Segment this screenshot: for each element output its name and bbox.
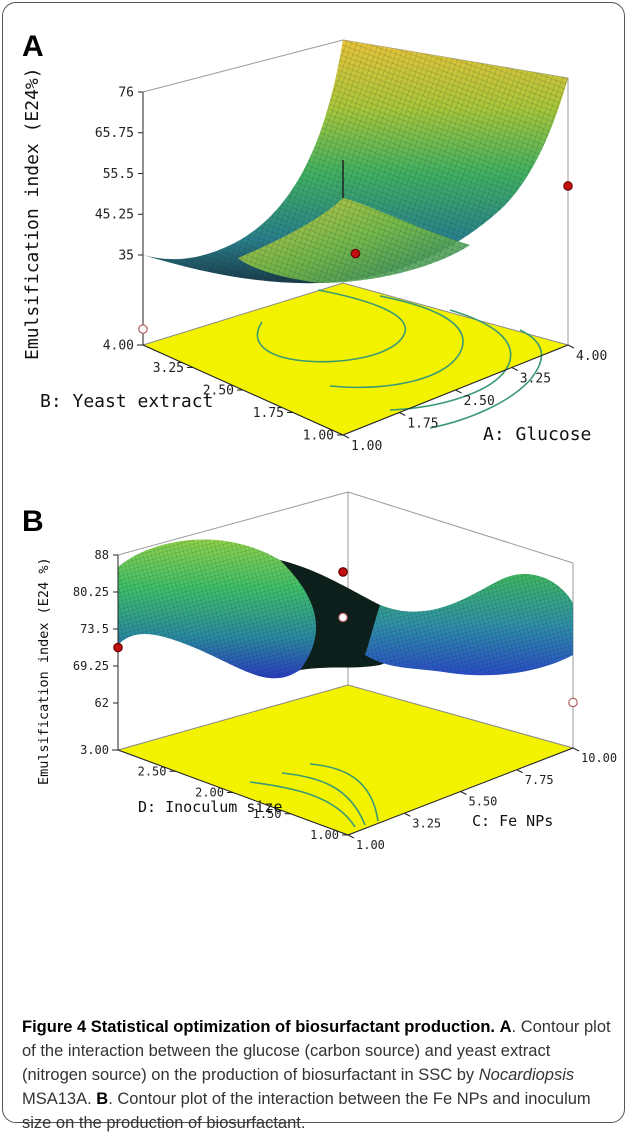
chart-a-points: [138, 181, 573, 334]
chart-b-ztick-label: 88: [95, 548, 109, 562]
chart-b-ylabel: D: Inoculum size: [138, 798, 283, 816]
chart-a-contours: [256, 289, 543, 429]
chart-b-zlabel: Emulsification index (E24 %): [36, 557, 52, 785]
chart-a-ticks: 76 65.75 55.5 45.25 35 1.00 1.75 2.50 3.25 4.00 1.…: [95, 85, 607, 454]
chart-a-xtick: [511, 367, 518, 371]
chart-b-ztick-label: 73.5: [80, 622, 109, 636]
figure-caption: Figure 4 Statistical optimization of bio…: [22, 1015, 612, 1135]
chart-b-ytick-label: 2.50: [138, 764, 167, 778]
caption-a-text-1: . Contour plot of the interaction betwee…: [22, 1018, 611, 1084]
chart-b-xtick-label: 3.25: [412, 816, 441, 830]
chart-b-xtick: [572, 747, 580, 752]
caption-a-text-2: MSA13A.: [22, 1090, 97, 1108]
chart-b-xtick-label: 10.00: [581, 751, 617, 765]
chart-b-xtick: [516, 769, 523, 774]
chart-a-ytick-label: 1.75: [253, 406, 284, 421]
chart-b-design-point: [338, 612, 348, 623]
chart-a-ytick-label: 3.25: [153, 361, 184, 376]
chart-b-ytick-label: 2.00: [195, 786, 224, 800]
chart-a-xtick: [399, 412, 406, 416]
chart-b-xtick-label: 7.75: [525, 773, 554, 787]
chart-a-ytick-label: 1.00: [303, 428, 334, 443]
chart-b-ytick-label: 3.00: [80, 743, 109, 757]
chart-a-ztick-label: 65.75: [95, 126, 134, 141]
chart-b-ztick-label: 69.25: [73, 659, 109, 673]
chart-b-ztick-label: 62: [95, 696, 109, 710]
chart-a-ztick-label: 45.25: [95, 208, 134, 223]
chart-b-contours: [249, 763, 379, 828]
chart-b-xtick: [460, 791, 467, 795]
caption-title: Figure 4 Statistical optimization of bio…: [22, 1018, 496, 1036]
caption-a-tag: A: [499, 1018, 512, 1036]
chart-a-xtick-label: 2.50: [464, 394, 495, 409]
chart-a-xtick: [455, 389, 462, 394]
figure-frame: [2, 2, 625, 1123]
chart-b-design-point: [568, 697, 578, 708]
panel-b-label: B: [22, 505, 44, 538]
chart-a-xlabel: A: Glucose: [483, 424, 591, 445]
chart-a-design-point: [350, 248, 361, 259]
panel-a-label: A: [22, 30, 44, 63]
chart-b-xtick: [347, 834, 355, 839]
chart-a-xtick-label: 1.75: [407, 417, 438, 432]
chart-b-xtick: [404, 812, 411, 817]
chart-a-design-point: [563, 181, 573, 191]
chart-b-design-point: [338, 567, 348, 577]
chart-b-labels: Emulsification index (E24 %) D: Inoculum…: [36, 557, 553, 830]
chart-b-design-point: [113, 642, 123, 653]
chart-a-ytick-label: 2.50: [203, 383, 234, 398]
chart-a-ztick-label: 76: [118, 85, 134, 100]
chart-a-zlabel: Emulsification index (E24%): [22, 67, 43, 360]
chart-b-xtick-label: 5.50: [469, 795, 498, 809]
chart-a-xtick-label: 4.00: [576, 349, 607, 364]
chart-a-ztick-label: 35: [118, 248, 134, 263]
chart-b-ticks: 88 80.25 73.5 69.25 62 1.00 1.50 2.00 2.50 3.00 1.…: [73, 548, 617, 852]
chart-b-ztick-label: 80.25: [73, 585, 109, 599]
chart-b-xtick-label: 1.00: [356, 838, 385, 852]
chart-b-ytick-label: 1.00: [310, 828, 339, 842]
chart-a-xtick-label: 3.25: [520, 372, 551, 387]
caption-b-text: . Contour plot of the interaction betwee…: [22, 1090, 591, 1132]
chart-a-design-point: [138, 324, 148, 334]
chart-a-ylabel: B: Yeast extract: [40, 391, 213, 412]
chart-a-xtick-label: 1.00: [351, 439, 382, 454]
chart-b-xlabel: C: Fe NPs: [472, 812, 553, 830]
chart-a-ztick-label: 55.5: [103, 167, 134, 182]
chart-a-labels: Emulsification index (E24%) B: Yeast ext…: [22, 67, 591, 445]
chart-a-xtick: [567, 344, 575, 349]
chart-a-ytick-label: 4.00: [103, 338, 134, 353]
caption-b-tag: B: [96, 1090, 109, 1108]
caption-a-italic: Nocardiopsis: [478, 1066, 575, 1084]
chart-a-xtick: [342, 434, 350, 439]
chart-b-ytick-label: 1.50: [253, 807, 282, 821]
chart-b-points: [113, 567, 578, 708]
chart-a: 76 65.75 55.5 45.25 35 1.00 1.75 2.50 3.25 4.00 1.…: [22, 39, 607, 454]
chart-b: 88 80.25 73.5 69.25 62 1.00 1.50 2.00 2.50 3.00 1.…: [36, 491, 617, 852]
